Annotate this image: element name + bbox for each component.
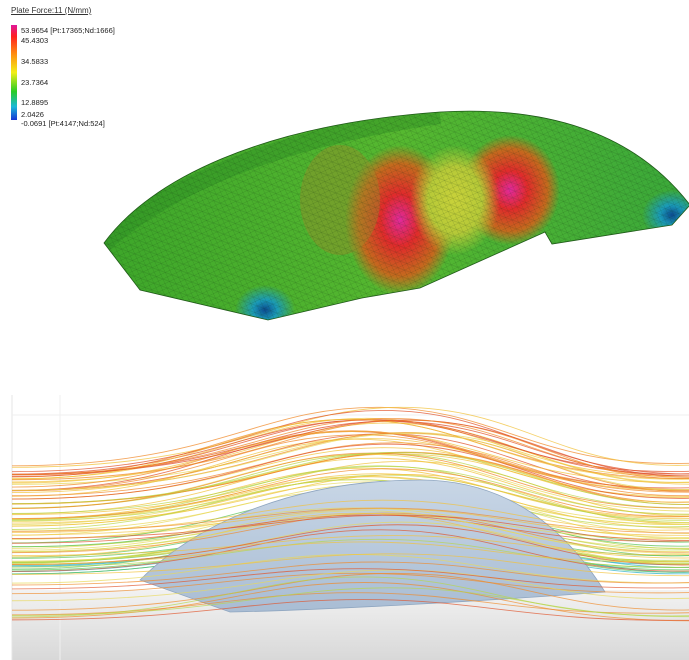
color-legend: Plate Force:11 (N/mm) 53.9654 [Pt:17365;… bbox=[7, 6, 147, 128]
streamline bbox=[11, 479, 689, 530]
legend-color-bar bbox=[11, 25, 17, 120]
legend-tick-label: 45.4303 bbox=[21, 36, 49, 45]
streamline bbox=[11, 541, 689, 565]
streamline bbox=[11, 466, 689, 515]
streamline bbox=[11, 535, 689, 556]
streamline bbox=[11, 443, 689, 500]
streamline bbox=[11, 419, 689, 477]
streamline bbox=[11, 514, 689, 542]
streamline bbox=[11, 451, 689, 505]
streamline bbox=[11, 592, 689, 616]
streamline bbox=[11, 460, 689, 517]
wind-streamline-view bbox=[11, 395, 689, 660]
streamline bbox=[11, 512, 689, 559]
streamline bbox=[11, 434, 689, 493]
streamline bbox=[11, 507, 689, 534]
streamline bbox=[11, 457, 689, 515]
streamline bbox=[11, 406, 689, 468]
streamline bbox=[11, 529, 689, 572]
streamline bbox=[11, 582, 689, 622]
streamline bbox=[11, 417, 689, 478]
streamline bbox=[11, 442, 689, 497]
shell-surface bbox=[103, 110, 689, 321]
streamline bbox=[11, 561, 689, 586]
streamline bbox=[11, 465, 689, 524]
legend-tick-label: 12.8895 bbox=[21, 98, 49, 107]
streamline bbox=[11, 599, 689, 621]
legend-title: Plate Force:11 (N/mm) bbox=[11, 6, 92, 15]
streamlines-foreground bbox=[11, 499, 689, 622]
streamline bbox=[11, 513, 689, 555]
legend-tick-label: 2.0426 bbox=[21, 110, 44, 119]
legend-tick-label: 34.5833 bbox=[21, 57, 49, 66]
legend-min-label: -0.0691 [Pt:4147;Nd:524] bbox=[21, 119, 105, 128]
streamline bbox=[11, 512, 689, 554]
streamline bbox=[11, 452, 689, 505]
streamline bbox=[11, 569, 689, 602]
plate-force-contour-view bbox=[103, 110, 689, 321]
streamline bbox=[11, 410, 689, 475]
legend-max-label: 53.9654 [Pt:17365;Nd:1666] bbox=[21, 26, 115, 35]
streamline bbox=[11, 499, 689, 534]
streamline bbox=[11, 572, 689, 611]
streamline bbox=[11, 406, 689, 467]
streamline bbox=[11, 568, 689, 590]
streamline bbox=[11, 476, 689, 529]
streamline bbox=[11, 507, 689, 540]
streamline bbox=[11, 430, 689, 491]
streamline bbox=[11, 433, 689, 491]
streamline bbox=[11, 587, 689, 618]
legend-tick-label: 23.7364 bbox=[21, 78, 49, 87]
streamline bbox=[11, 524, 689, 566]
streamline bbox=[11, 514, 689, 544]
streamline bbox=[11, 553, 689, 577]
streamline bbox=[11, 468, 689, 520]
